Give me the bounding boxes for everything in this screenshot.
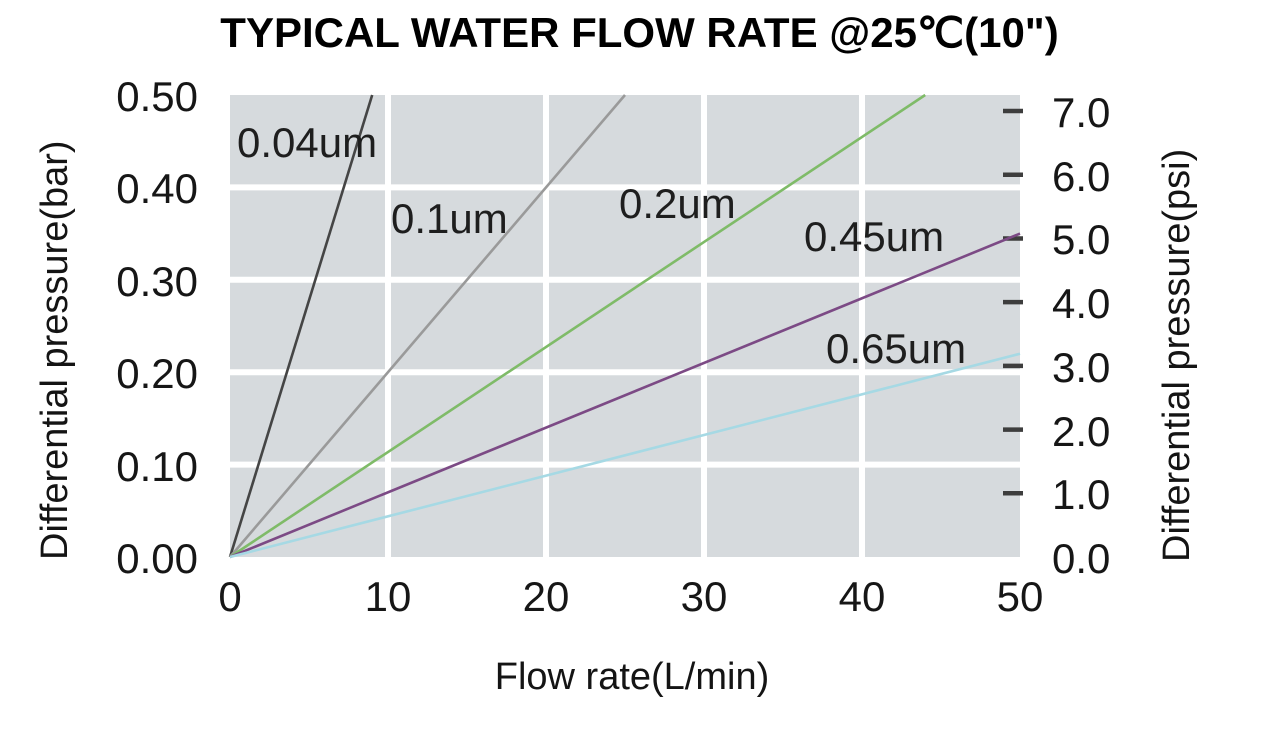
left-tick-label: 0.30 [116,257,198,305]
x-tick-label: 10 [364,573,412,620]
series-line-0.45um [229,232,1021,559]
x-tick-label: 30 [680,573,728,620]
x-tick-label: 40 [838,573,886,620]
left-tick-label: 0.20 [116,350,198,398]
series-line-0.1um [229,94,626,558]
right-tick-label: 6.0 [1052,152,1111,200]
x-tick-label: 0 [218,573,242,620]
left-tick-label: 0.00 [116,535,198,582]
series-line-0.04um [228,94,374,558]
plot-background [230,95,1020,557]
left-tick-label: 0.50 [116,73,198,120]
left-tick-label: 0.10 [116,442,198,490]
right-tick-label: 4.0 [1052,280,1111,328]
series-line-0.2um [229,93,926,559]
x-tick-label: 50 [996,573,1044,620]
right-tick-label: 1.0 [1052,471,1111,519]
series-label-0.2um: 0.2um [619,180,736,227]
right-tick-label: 0.0 [1052,535,1111,582]
x-axis-title: Flow rate(L/min) [494,656,770,698]
x-tick-label: 20 [522,573,570,620]
chart-title: TYPICAL WATER FLOW RATE @25℃(10") [220,9,1059,56]
series-label-0.45um: 0.45um [804,213,945,260]
right-axis-title: Differential pressure(psi) [1156,148,1198,562]
right-tick-label: 3.0 [1052,343,1111,391]
series-label-0.65um: 0.65um [826,325,967,372]
left-tick-label: 0.40 [116,165,198,213]
series-line-0.65um [229,352,1021,559]
right-tick-label: 5.0 [1052,216,1111,264]
right-tick-label: 7.0 [1052,89,1111,137]
series-label-0.1um: 0.1um [391,195,508,242]
right-tick-label: 2.0 [1052,407,1111,455]
series-label-0.04um: 0.04um [237,119,378,166]
